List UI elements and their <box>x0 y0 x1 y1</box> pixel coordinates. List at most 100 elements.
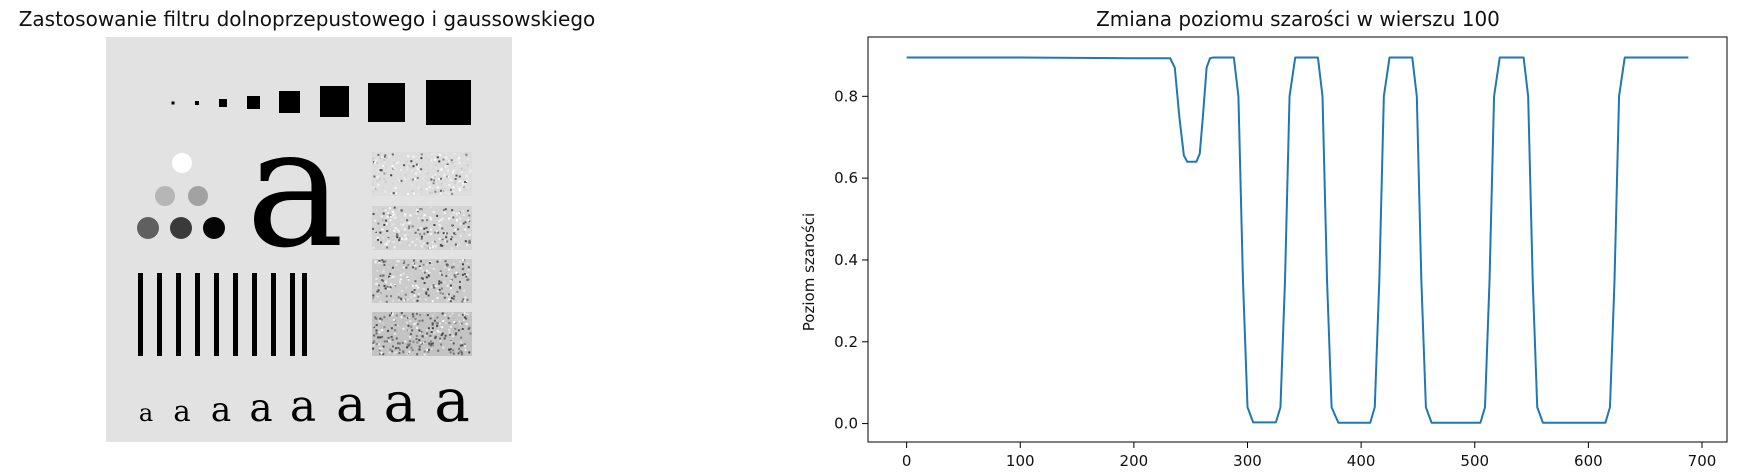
noise-dot <box>426 242 429 245</box>
noise-dot <box>414 178 417 181</box>
noise-dot <box>420 209 423 212</box>
noise-dot <box>413 299 416 302</box>
noise-dot <box>391 210 394 213</box>
noise-dot <box>430 331 433 333</box>
noise-dot <box>375 317 378 320</box>
noise-dot <box>438 153 441 156</box>
noise-dot <box>410 346 413 349</box>
square-4 <box>247 96 260 109</box>
noise-dot <box>460 320 463 323</box>
noise-dot <box>381 347 383 350</box>
noise-dot <box>394 216 397 219</box>
noise-dot <box>375 324 378 326</box>
noise-dot <box>412 155 415 158</box>
noise-dot <box>373 340 376 343</box>
noise-dot <box>381 335 384 338</box>
noise-dot <box>429 232 432 235</box>
noise-dot <box>469 160 472 163</box>
noise-dot <box>456 158 459 161</box>
y-tick-label: 0.8 <box>834 87 858 105</box>
noise-dot <box>428 158 430 161</box>
noise-dot <box>438 280 441 283</box>
noise-dot <box>454 333 457 336</box>
noise-dot <box>375 329 378 332</box>
noise-dot <box>398 237 401 240</box>
noise-dot <box>381 261 383 264</box>
noise-dot <box>442 320 445 322</box>
noise-dot <box>444 165 447 168</box>
noise-dot <box>464 182 467 185</box>
noise-dot <box>457 180 460 183</box>
noise-dot <box>380 241 382 244</box>
x-tick-label: 100 <box>1006 452 1035 470</box>
y-axis-label: Poziom szarości <box>800 213 818 331</box>
noise-dot <box>417 185 420 188</box>
noise-dot <box>464 181 466 183</box>
noise-dot <box>409 214 412 217</box>
noise-dot <box>458 156 460 159</box>
noise-dot <box>393 213 396 216</box>
noise-dot <box>444 334 447 337</box>
noise-dot <box>456 186 459 189</box>
noise-dot <box>465 317 468 320</box>
noise-dot <box>400 209 403 212</box>
chart-title: Zmiana poziomu szarości w wierszu 100 <box>1096 7 1500 31</box>
noise-dot <box>432 285 435 288</box>
noise-dot <box>388 214 391 217</box>
noise-dot <box>465 155 468 157</box>
noise-dot <box>417 218 419 221</box>
noise-dot <box>461 344 464 347</box>
noise-dot <box>431 315 434 318</box>
noise-dot <box>427 327 430 330</box>
noise-dot <box>381 228 384 231</box>
noise-dot <box>388 339 391 342</box>
noise-dot <box>404 174 407 177</box>
noise-dot <box>396 162 398 165</box>
noise-dot <box>393 246 396 249</box>
noise-dot <box>458 189 461 192</box>
noise-dot <box>385 165 388 168</box>
noise-dot <box>449 333 451 336</box>
noise-dot <box>378 177 381 180</box>
noise-dot <box>384 260 387 263</box>
noise-dot <box>404 293 407 296</box>
noise-dot <box>397 260 400 263</box>
noise-dot <box>387 329 389 332</box>
noise-dot <box>439 291 442 294</box>
noise-dot <box>457 163 460 166</box>
noise-dot <box>427 294 430 297</box>
noise-dot <box>469 332 472 335</box>
noise-dot <box>394 270 397 273</box>
noise-dot <box>452 265 455 268</box>
noise-dot <box>464 228 467 231</box>
noise-dot <box>459 180 462 183</box>
noise-dot <box>414 164 416 167</box>
noise-dot <box>445 157 448 160</box>
noise-dot <box>419 260 422 263</box>
noise-dot <box>455 245 458 248</box>
noise-dot <box>404 232 407 234</box>
noise-dot <box>408 329 410 332</box>
noise-dot <box>374 316 377 319</box>
noise-dot <box>378 178 381 181</box>
noise-dot <box>417 187 420 189</box>
noise-dot <box>458 347 461 350</box>
noise-dot <box>382 280 385 283</box>
noise-dot <box>440 281 443 284</box>
noise-dot <box>375 343 378 346</box>
noise-dot <box>444 260 447 263</box>
noise-dot <box>438 224 441 226</box>
circle-darkgray <box>170 217 192 239</box>
noise-dot <box>439 325 442 328</box>
noise-dot <box>426 348 429 351</box>
noise-dot <box>388 314 391 317</box>
noise-dot <box>456 290 459 293</box>
noise-dot <box>451 335 454 338</box>
circle-black <box>203 217 225 239</box>
noise-dot <box>395 337 398 340</box>
noise-dot <box>447 264 449 267</box>
noise-dot <box>448 217 450 220</box>
noise-dot <box>446 163 449 166</box>
noise-dot <box>379 169 382 172</box>
noise-dot <box>372 213 375 215</box>
